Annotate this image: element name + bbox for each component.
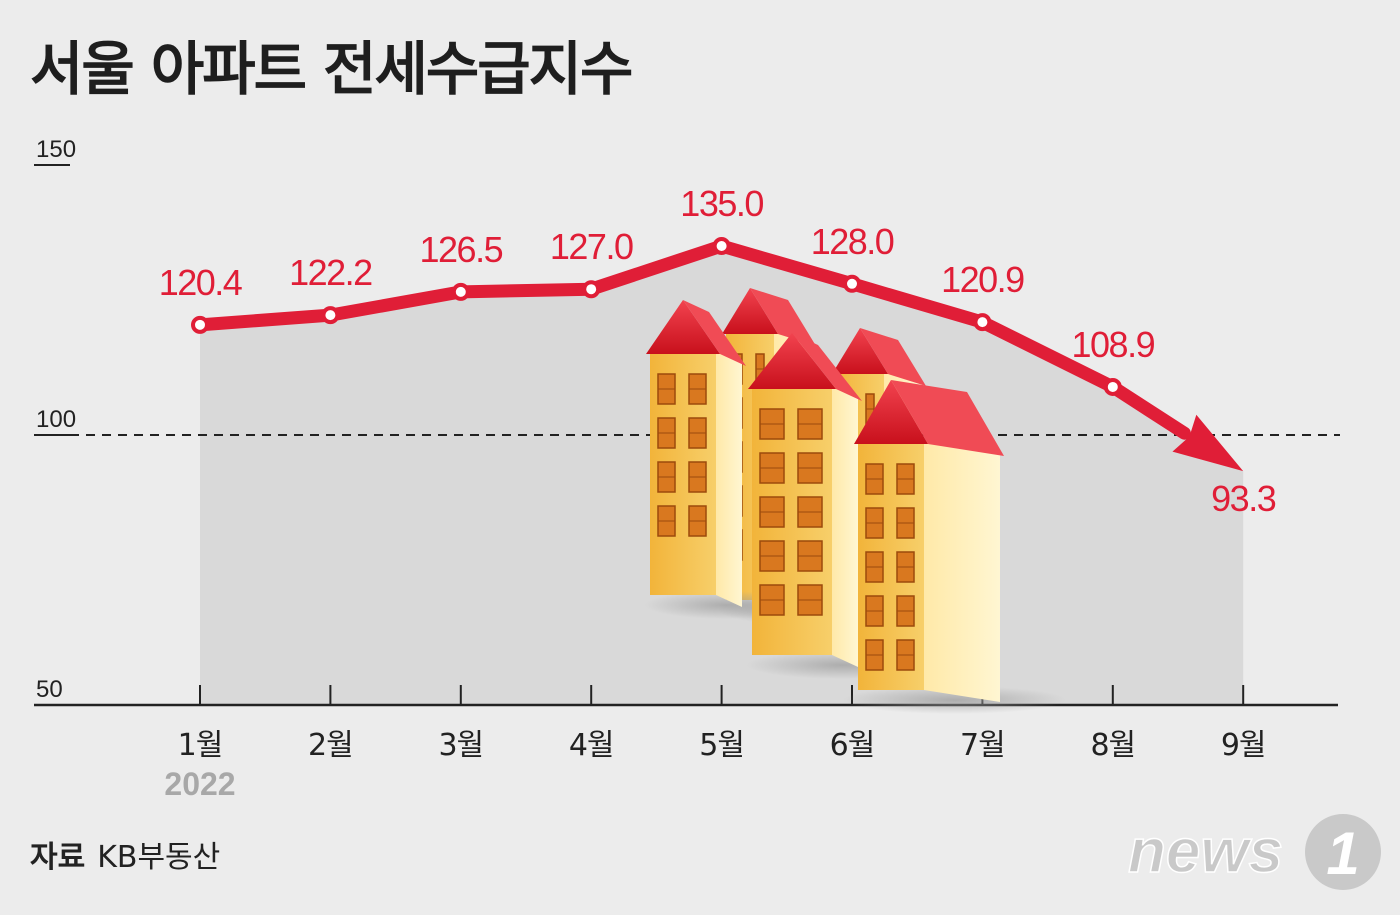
x-tick-label: 9월 — [1221, 728, 1266, 763]
data-label: 135.0 — [680, 183, 763, 224]
building-roof-side — [792, 333, 862, 401]
data-point — [191, 315, 209, 334]
data-point — [582, 280, 601, 299]
data-point — [451, 282, 470, 301]
data-point — [1103, 377, 1122, 396]
data-point — [843, 274, 861, 293]
building-roof-front — [854, 380, 928, 444]
y-tick-label: 150 — [36, 136, 76, 163]
data-point — [712, 237, 731, 255]
apartment-building-illustration — [644, 300, 809, 619]
data-label: 120.4 — [159, 262, 242, 303]
y-tick-label: 50 — [36, 676, 63, 703]
data-label: 108.9 — [1072, 324, 1155, 365]
building-side-wall — [924, 440, 1000, 702]
building-roof-front — [722, 288, 778, 334]
logo-text: news — [1128, 817, 1283, 886]
x-tick-label: 7월 — [960, 728, 1005, 763]
series-arrowhead — [1172, 414, 1244, 472]
data-label: 122.2 — [289, 252, 372, 293]
building-roof-side — [683, 300, 746, 366]
year-label: 2022 — [164, 766, 235, 802]
x-tick-label: 3월 — [438, 728, 483, 763]
x-tick-label: 5월 — [699, 728, 744, 763]
x-tick-label: 6월 — [830, 728, 875, 763]
building-side-wall — [832, 385, 858, 667]
source-label: 자료 — [30, 840, 86, 875]
data-point — [321, 306, 340, 325]
building-side-wall — [716, 350, 742, 607]
x-tick-label: 2월 — [308, 728, 353, 763]
building-roof-front — [832, 328, 888, 374]
x-tick-label: 4월 — [569, 728, 614, 763]
data-label: 126.5 — [420, 229, 503, 270]
apartment-building-illustration — [746, 333, 939, 679]
source-name: KB부동산 — [97, 840, 221, 875]
data-label: 128.0 — [811, 221, 894, 262]
x-tick-label: 8월 — [1090, 728, 1135, 763]
chart-title: 서울 아파트 전세수급지수 — [30, 35, 633, 103]
building-roof-front — [646, 300, 720, 354]
building-roof-side — [860, 328, 926, 386]
data-label: 120.9 — [941, 259, 1024, 300]
logo-mark: 1 — [1326, 820, 1359, 887]
building-roof-side — [891, 380, 1004, 456]
building-roof-front — [748, 333, 836, 389]
building-shadow — [842, 686, 1066, 714]
source-credit: 자료 KB부동산 — [30, 832, 220, 876]
data-label: 127.0 — [550, 226, 633, 267]
data-point — [973, 313, 992, 332]
apartment-building-illustration — [842, 380, 1066, 714]
news1-logo: news 1 — [1128, 814, 1381, 890]
x-tick-label: 1월 — [178, 728, 223, 763]
data-label: 93.3 — [1211, 478, 1276, 519]
building-roof-side — [750, 288, 816, 346]
y-tick-label: 100 — [36, 406, 76, 433]
